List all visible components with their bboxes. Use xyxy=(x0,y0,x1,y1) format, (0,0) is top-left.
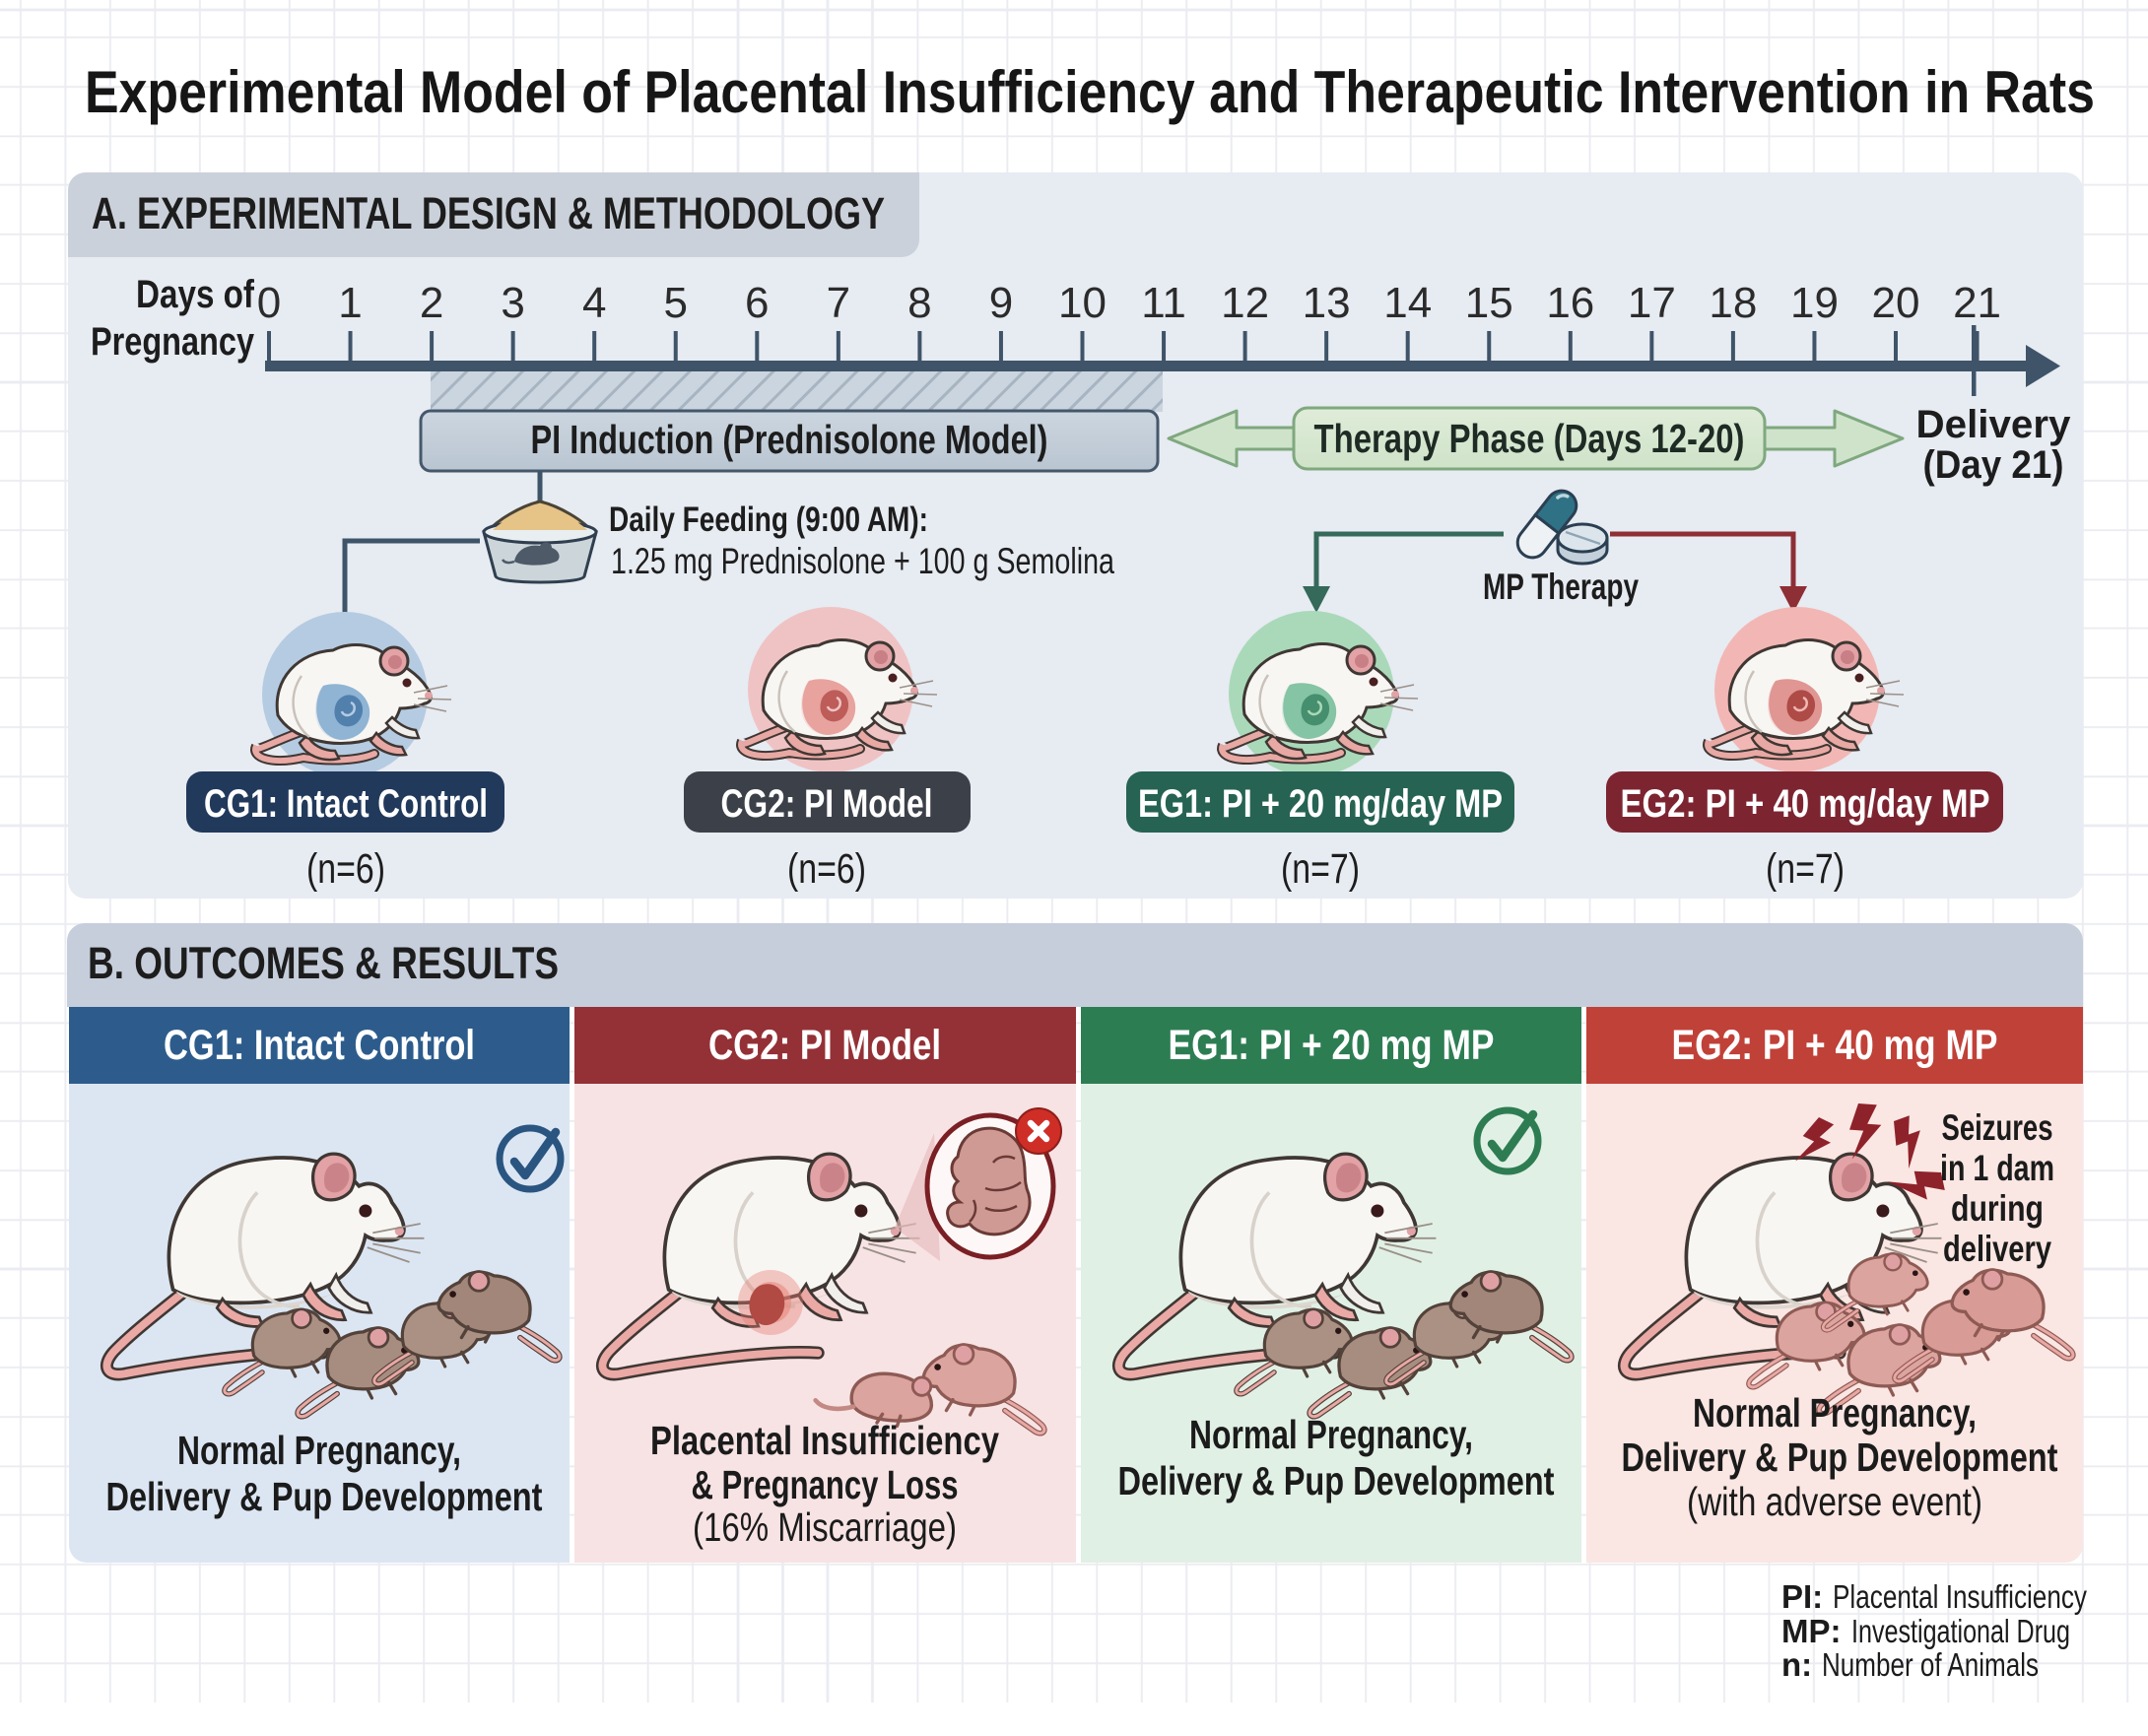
svg-text:10: 10 xyxy=(1058,279,1107,327)
svg-text:17: 17 xyxy=(1628,279,1676,327)
svg-text:CG2: PI Model: CG2: PI Model xyxy=(708,1022,941,1069)
svg-text:during: during xyxy=(1951,1188,2044,1229)
svg-text:3: 3 xyxy=(501,279,524,327)
svg-text:Days of: Days of xyxy=(136,273,255,316)
svg-text:18: 18 xyxy=(1709,279,1757,327)
svg-text:Therapy Phase (Days 12-20): Therapy Phase (Days 12-20) xyxy=(1314,416,1745,461)
svg-text:20: 20 xyxy=(1872,279,1920,327)
svg-text:16: 16 xyxy=(1546,279,1594,327)
svg-text:6: 6 xyxy=(745,279,769,327)
svg-text:n:: n: xyxy=(1781,1646,1812,1683)
svg-text:Experimental Model of Placenta: Experimental Model of Placental Insuffic… xyxy=(85,59,2095,125)
svg-text:Normal Pregnancy,: Normal Pregnancy, xyxy=(177,1428,461,1473)
svg-text:1.25 mg Prednisolone + 100 g S: 1.25 mg Prednisolone + 100 g Semolina xyxy=(611,541,1114,581)
svg-text:Normal Pregnancy,: Normal Pregnancy, xyxy=(1189,1412,1473,1457)
svg-text:Pregnancy: Pregnancy xyxy=(91,320,255,364)
svg-text:Investigational Drug: Investigational Drug xyxy=(1851,1613,2070,1649)
svg-text:(n=7): (n=7) xyxy=(1766,845,1845,893)
svg-text:EG1: PI + 20 mg MP: EG1: PI + 20 mg MP xyxy=(1169,1022,1495,1069)
svg-text:A. EXPERIMENTAL DESIGN & METHO: A. EXPERIMENTAL DESIGN & METHODOLOGY xyxy=(92,188,885,238)
svg-text:delivery: delivery xyxy=(1943,1229,2051,1269)
svg-text:4: 4 xyxy=(582,279,606,327)
svg-text:PI:: PI: xyxy=(1781,1578,1823,1615)
svg-text:Delivery: Delivery xyxy=(1916,403,2072,446)
svg-text:14: 14 xyxy=(1383,279,1432,327)
svg-text:Delivery & Pup Development: Delivery & Pup Development xyxy=(106,1474,543,1519)
svg-text:19: 19 xyxy=(1790,279,1839,327)
svg-text:12: 12 xyxy=(1221,279,1269,327)
svg-text:8: 8 xyxy=(907,279,931,327)
svg-text:2: 2 xyxy=(420,279,443,327)
svg-text:(with adverse event): (with adverse event) xyxy=(1687,1479,1982,1524)
svg-text:& Pregnancy Loss: & Pregnancy Loss xyxy=(692,1462,959,1507)
svg-text:EG1: PI + 20 mg/day MP: EG1: PI + 20 mg/day MP xyxy=(1138,782,1503,826)
svg-text:Seizures: Seizures xyxy=(1942,1107,2053,1148)
svg-text:(n=6): (n=6) xyxy=(306,845,385,893)
svg-text:EG2: PI + 40 mg/day MP: EG2: PI + 40 mg/day MP xyxy=(1621,782,1990,826)
svg-text:Number of Animals: Number of Animals xyxy=(1822,1646,2039,1683)
svg-text:B. OUTCOMES & RESULTS: B. OUTCOMES & RESULTS xyxy=(88,938,559,988)
svg-text:Placental Insufficiency: Placental Insufficiency xyxy=(1833,1578,2087,1615)
svg-text:Delivery & Pup Development: Delivery & Pup Development xyxy=(1622,1435,2058,1480)
svg-text:5: 5 xyxy=(664,279,688,327)
svg-text:13: 13 xyxy=(1303,279,1351,327)
svg-text:MP Therapy: MP Therapy xyxy=(1483,567,1639,607)
svg-text:(16% Miscarriage): (16% Miscarriage) xyxy=(693,1504,957,1550)
svg-text:CG2: PI Model: CG2: PI Model xyxy=(721,782,933,826)
svg-text:Placental Insufficiency: Placental Insufficiency xyxy=(650,1418,999,1463)
svg-text:9: 9 xyxy=(989,279,1013,327)
svg-text:(n=6): (n=6) xyxy=(787,845,866,893)
svg-text:0: 0 xyxy=(257,279,281,327)
svg-text:in 1 dam: in 1 dam xyxy=(1940,1148,2054,1188)
svg-text:Delivery & Pup Development: Delivery & Pup Development xyxy=(1118,1458,1555,1503)
svg-text:EG2: PI + 40 mg MP: EG2: PI + 40 mg MP xyxy=(1672,1022,1998,1069)
svg-text:7: 7 xyxy=(827,279,850,327)
svg-text:MP:: MP: xyxy=(1781,1613,1842,1649)
svg-text:PI Induction (Prednisolone Mod: PI Induction (Prednisolone Model) xyxy=(531,417,1048,462)
svg-text:1: 1 xyxy=(338,279,362,327)
svg-text:21: 21 xyxy=(1953,279,2001,327)
svg-text:Normal Pregnancy,: Normal Pregnancy, xyxy=(1693,1390,1977,1436)
svg-text:15: 15 xyxy=(1465,279,1513,327)
svg-text:(n=7): (n=7) xyxy=(1281,845,1360,893)
svg-text:(Day 21): (Day 21) xyxy=(1923,443,2064,487)
svg-text:CG1: Intact Control: CG1: Intact Control xyxy=(204,782,488,826)
svg-text:11: 11 xyxy=(1141,279,1186,327)
svg-text:Daily Feeding (9:00 AM):: Daily Feeding (9:00 AM): xyxy=(609,501,928,539)
svg-text:CG1: Intact Control: CG1: Intact Control xyxy=(164,1022,475,1069)
